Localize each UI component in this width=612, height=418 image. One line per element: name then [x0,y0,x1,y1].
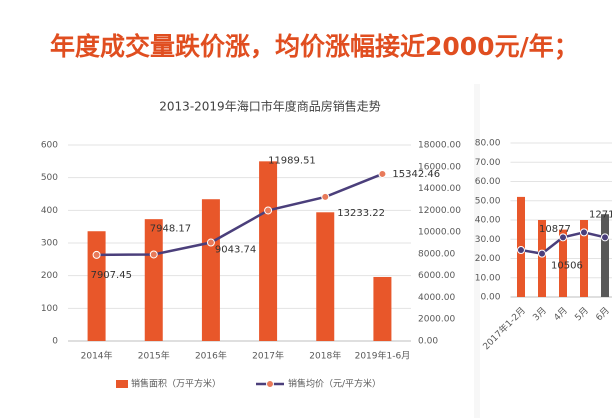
y-tick-label: 300 [41,239,58,249]
headline: 年度成交量跌价涨，均价涨幅接近2000元/年； [50,32,579,61]
line-marker [92,250,101,259]
y-tick-label: 0 [52,337,58,347]
line-marker [264,206,273,215]
y-tick-label: 40.00 [475,216,501,226]
y-tick-label: 20.00 [475,254,501,264]
y-tick-label: 70.00 [475,158,501,168]
y-tick-label: 50.00 [475,196,501,206]
line-marker [538,249,546,258]
x-tick-label: 2017年 [252,350,284,362]
data-label: 15342.46 [392,169,440,180]
bar [144,219,163,341]
x-tick-label: 2016年 [195,350,227,362]
bar [87,231,106,341]
legend-label: 销售均价（元/平方米） [288,378,381,390]
y2-tick-label: 8000.00 [418,249,455,259]
y-tick-label: 600 [41,141,58,151]
line-marker [517,246,525,255]
data-label: 9043.74 [215,245,256,256]
y2-tick-label: 6000.00 [418,271,455,281]
line-marker [601,233,609,242]
legend-marker [266,380,274,388]
line-marker [206,238,215,247]
line-marker [378,169,387,178]
y-tick-label: 200 [41,271,58,281]
line-marker [321,192,330,201]
y-tick-label: 60.00 [475,177,501,187]
chart-title: 2013-2019年海口市年度商品房销售走势 [159,99,380,114]
bar [601,214,609,297]
y-tick-label: 0.00 [480,293,500,303]
y2-tick-label: 18000.00 [418,141,461,151]
y2-tick-label: 16000.00 [418,162,461,172]
data-label: 13233.22 [337,208,385,219]
x-tick-label: 2015年 [138,350,170,362]
data-label: 7948.17 [150,223,191,234]
y-tick-label: 100 [41,304,58,314]
legend-swatch [116,380,128,388]
y-tick-label: 80.00 [475,139,501,149]
y2-tick-label: 10000.00 [418,228,461,238]
bar [559,229,567,297]
data-label: 10877 [539,224,571,235]
line [96,172,383,257]
line-marker [580,228,588,237]
y2-tick-label: 12000.00 [418,206,461,216]
line-marker [559,233,567,242]
y2-tick-label: 2000.00 [418,315,455,325]
legend-label: 销售面积（万平方米） [131,378,221,390]
x-tick-label: 2018年 [309,350,341,362]
data-label: 12715 [589,209,612,220]
line-marker [149,250,158,259]
y2-tick-label: 4000.00 [418,293,455,303]
y-tick-label: 10.00 [475,273,501,283]
y-tick-label: 400 [41,206,58,216]
bar [201,199,220,341]
x-tick-label: 2019年1-6月 [355,350,411,362]
bar [373,276,392,341]
bar [316,212,335,341]
data-label: 10506 [551,261,583,272]
data-label: 7907.45 [91,270,132,281]
y2-tick-label: 14000.00 [418,184,461,194]
y-tick-label: 30.00 [475,235,501,245]
y2-tick-label: 0.00 [418,337,438,347]
x-tick-label: 2014年 [81,350,113,362]
data-label: 11989.51 [268,155,316,166]
bar [259,161,278,341]
y-tick-label: 500 [41,173,58,183]
bar [580,220,588,297]
bar [538,220,546,297]
